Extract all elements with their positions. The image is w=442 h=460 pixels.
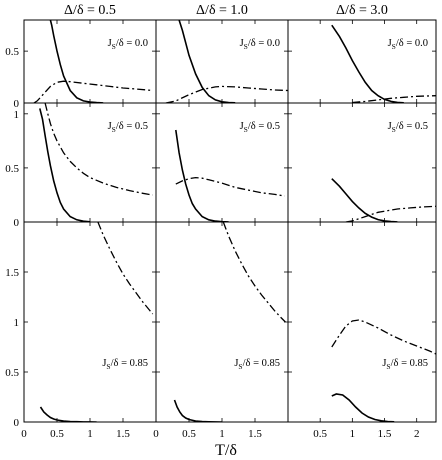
series-line-dashdot xyxy=(352,95,436,103)
series-line-dashdot xyxy=(165,85,288,103)
y-tick-label: 0.5 xyxy=(5,163,19,175)
x-tick-label: 1 xyxy=(219,428,225,440)
series-line-dashdot xyxy=(44,103,153,196)
js-annotation: JS/δ = 0.85 xyxy=(234,358,280,371)
x-tick-label: 1.5 xyxy=(116,428,130,440)
series-line-dashdot xyxy=(97,222,154,315)
js-annotation: JS/δ = 0.85 xyxy=(102,358,148,371)
x-tick-label: 0 xyxy=(21,428,27,440)
panel-3-1-series xyxy=(39,222,154,422)
series-line-solid xyxy=(39,108,91,222)
series-line-dashdot xyxy=(345,205,436,222)
y-tick-label: 1.5 xyxy=(5,267,19,279)
x-tick-label: 2 xyxy=(414,428,420,440)
series-line-solid xyxy=(178,20,236,103)
panel-3-2-series xyxy=(173,222,286,422)
series-line-solid xyxy=(331,393,395,422)
y-tick-label: 0 xyxy=(14,217,20,229)
series-line-dashdot xyxy=(175,176,285,197)
y-tick-label: 0 xyxy=(14,417,20,429)
panel-1-2-series xyxy=(165,20,288,103)
series-line-solid xyxy=(331,178,398,222)
x-tick-label: 0.5 xyxy=(313,428,327,440)
series-line-dashdot xyxy=(222,222,286,323)
js-annotation: JS/δ = 0.0 xyxy=(240,38,280,51)
x-tick-label: 1 xyxy=(350,428,356,440)
panel-2-2-series xyxy=(175,129,285,222)
js-annotation: JS/δ = 0.0 xyxy=(388,38,428,51)
js-annotation: JS/δ = 0.0 xyxy=(108,38,148,51)
x-tick-label: 0 xyxy=(153,428,159,440)
panel-frame xyxy=(155,19,289,104)
js-annotation: JS/δ = 0.5 xyxy=(240,121,280,134)
panel-1-3-series xyxy=(331,24,436,103)
js-annotation: JS/δ = 0.5 xyxy=(108,121,148,134)
js-annotation: JS/δ = 0.5 xyxy=(388,121,428,134)
y-tick-label: 0.5 xyxy=(5,46,19,58)
y-tick-label: 0 xyxy=(14,98,20,110)
series-line-solid xyxy=(175,129,229,222)
series-line-dashdot xyxy=(331,319,436,355)
series-line-solid xyxy=(173,399,223,422)
panel-1-1-series xyxy=(33,20,153,103)
x-tick-label: 0.5 xyxy=(182,428,196,440)
y-tick-label: 1 xyxy=(14,317,20,329)
panel-frame xyxy=(23,19,157,104)
panel-2-3-series xyxy=(331,178,436,222)
panel-frame xyxy=(287,19,437,104)
x-tick-label: 1 xyxy=(87,428,93,440)
column-title-3: Δ/δ = 3.0 xyxy=(336,3,388,18)
panel-frame xyxy=(155,221,289,423)
x-tick-label: 1.5 xyxy=(378,428,392,440)
series-line-solid xyxy=(49,20,104,103)
panel-2-1-series xyxy=(39,103,153,222)
column-title-1: Δ/δ = 0.5 xyxy=(64,3,116,18)
series-line-solid xyxy=(39,406,97,422)
panel-3-3-series xyxy=(331,319,436,422)
x-axis-label: T/δ xyxy=(215,442,237,459)
js-annotation: JS/δ = 0.85 xyxy=(382,358,428,371)
y-tick-label: 0.5 xyxy=(5,367,19,379)
column-title-2: Δ/δ = 1.0 xyxy=(196,3,248,18)
y-tick-label: 1 xyxy=(14,109,20,121)
x-tick-label: 1.5 xyxy=(248,428,262,440)
x-tick-label: 0.5 xyxy=(50,428,64,440)
panel-frame xyxy=(287,221,437,423)
panel-frame xyxy=(23,221,157,423)
series-line-solid xyxy=(331,24,404,103)
series-line-dashdot xyxy=(33,80,153,103)
